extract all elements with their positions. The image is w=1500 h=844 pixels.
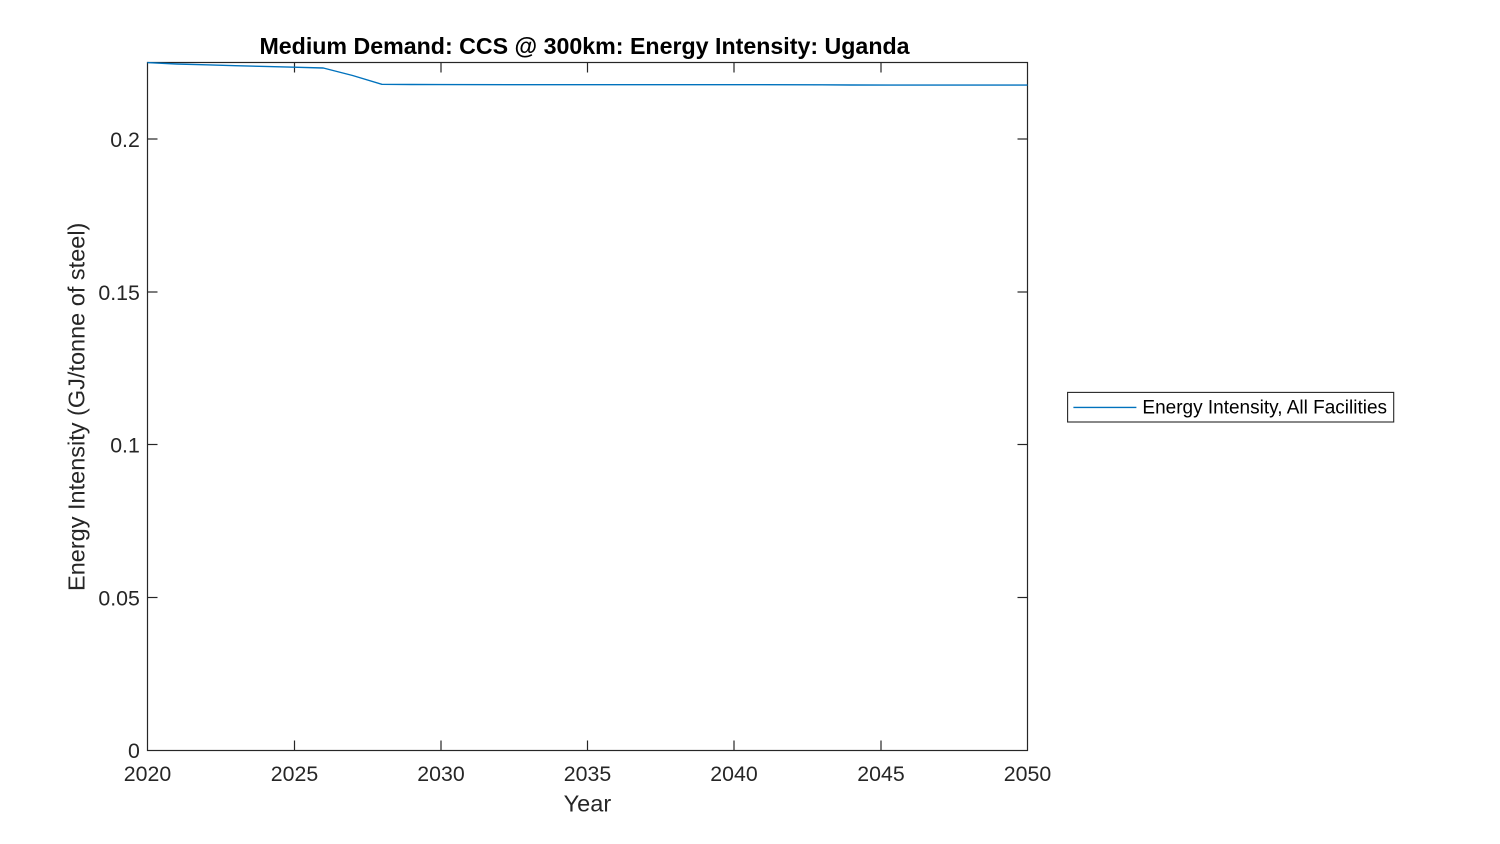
svg-text:2045: 2045 xyxy=(857,762,904,786)
svg-text:Medium Demand: CCS @ 300km: En: Medium Demand: CCS @ 300km: Energy Inten… xyxy=(259,33,910,59)
svg-text:2050: 2050 xyxy=(1004,762,1052,786)
svg-text:2025: 2025 xyxy=(271,762,318,786)
svg-text:2040: 2040 xyxy=(710,762,758,786)
svg-text:Energy Intensity (GJ/tonne of: Energy Intensity (GJ/tonne of steel) xyxy=(64,223,90,591)
svg-text:2020: 2020 xyxy=(124,762,172,786)
svg-text:2035: 2035 xyxy=(564,762,611,786)
svg-text:2030: 2030 xyxy=(417,762,465,786)
svg-text:0.1: 0.1 xyxy=(110,433,140,457)
svg-text:0.2: 0.2 xyxy=(110,128,140,152)
svg-text:Energy Intensity, All Faciliti: Energy Intensity, All Facilities xyxy=(1142,397,1387,418)
svg-text:0.05: 0.05 xyxy=(98,586,139,610)
svg-text:Year: Year xyxy=(564,790,612,816)
svg-text:0.15: 0.15 xyxy=(98,281,139,305)
svg-text:0: 0 xyxy=(128,739,140,763)
